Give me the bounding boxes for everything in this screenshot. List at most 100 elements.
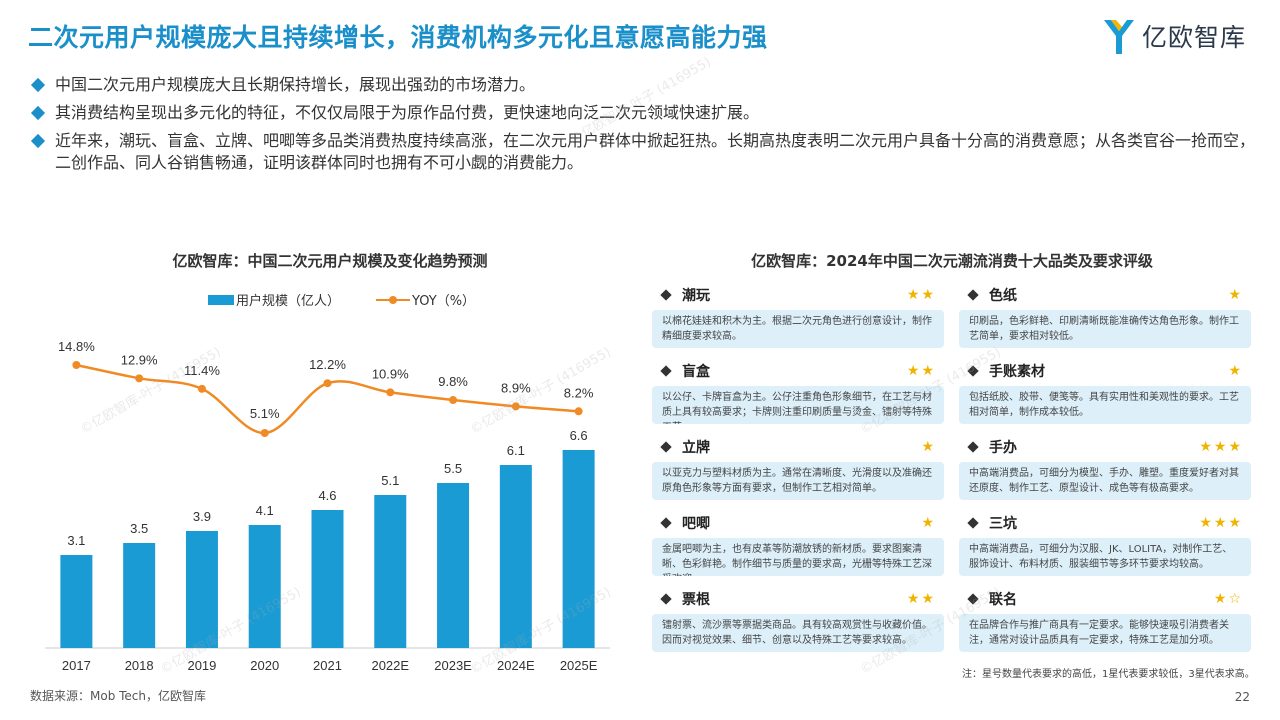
x-tick-label: 2019 <box>187 658 216 673</box>
bar <box>311 510 344 648</box>
yoy-value-label: 8.9% <box>501 380 531 395</box>
category-description: 镭射票、流沙票等票据类商品。具有较高观赏性与收藏价值。因而对视觉效果、细节、创意… <box>652 614 944 652</box>
bullet-text: 近年来，潮玩、盲盒、立牌、吧唧等多品类消费热度持续高涨，在二次元用户群体中掀起狂… <box>55 131 1256 172</box>
category-card: 三坑 ★ ★ ★ 中高端消费品，可细分为汉服、JK、LOLITA，对制作工艺、服饰设计、… <box>959 512 1251 582</box>
bullet-text: 其消费结构呈现出多元化的特征，不仅仅局限于为原作品付费，更快速地向泛二次元领域快… <box>55 103 760 122</box>
bar-value-label: 6.1 <box>507 443 525 458</box>
data-source: 数据来源：Mob Tech，亿欧智库 <box>30 689 207 703</box>
star-icon: ★ <box>921 515 934 531</box>
star-icon: ★ <box>921 591 934 607</box>
chart-legend: 用户规模（亿人） YOY（%） <box>208 290 475 309</box>
category-name: 票根 <box>682 592 710 608</box>
bar <box>123 543 156 648</box>
category-header: 色纸 ★ <box>959 284 1251 306</box>
yoy-point <box>511 402 520 411</box>
yoy-point <box>323 379 332 388</box>
yoy-point <box>135 374 144 383</box>
star-rating: ★ <box>1228 364 1241 378</box>
bar <box>562 450 595 648</box>
bar-value-label: 4.1 <box>256 503 274 518</box>
diamond-icon <box>967 365 979 377</box>
bullet-text: 中国二次元用户规模庞大且长期保持增长，展现出强劲的市场潜力。 <box>55 75 536 94</box>
category-name: 色纸 <box>989 288 1017 304</box>
category-header: 联名 ★ ☆ <box>959 588 1251 610</box>
diamond-icon <box>660 289 672 301</box>
yoy-point <box>574 407 583 416</box>
category-name: 手办 <box>989 440 1017 456</box>
star-icon: ★ <box>1228 287 1241 303</box>
star-icon: ★ <box>1199 515 1212 531</box>
diamond-icon <box>967 441 979 453</box>
bar <box>185 531 218 648</box>
star-icon: ★ <box>1228 515 1241 531</box>
bar-value-label: 3.9 <box>193 509 211 524</box>
yoy-point <box>386 388 395 397</box>
star-icon: ★ <box>921 287 934 303</box>
category-header: 手账素材 ★ <box>959 360 1251 382</box>
category-card: 色纸 ★ 印刷品，色彩鲜艳、印刷清晰既能准确传达角色形象。制作工艺简单，要求相对较低… <box>959 284 1251 354</box>
category-name: 立牌 <box>682 440 710 456</box>
category-header: 票根 ★ ★ <box>652 588 944 610</box>
logo-icon <box>1103 20 1134 54</box>
star-icon: ★ <box>906 287 920 303</box>
star-icon: ★ <box>1228 363 1241 379</box>
yoy-value-label: 12.9% <box>121 352 158 367</box>
bar-value-label: 5.5 <box>444 461 462 476</box>
legend-bar-swatch <box>208 294 234 305</box>
star-rating: ★ ☆ <box>1214 592 1241 606</box>
page-title: 二次元用户规模庞大且持续增长，消费机构多元化且意愿高能力强 <box>28 23 768 52</box>
category-name: 手账素材 <box>989 364 1045 380</box>
category-header: 立牌 ★ <box>652 436 944 458</box>
star-rating: ★ <box>1228 288 1241 302</box>
star-icon: ★ <box>921 439 934 455</box>
rating-note: 注：星号数量代表要求的高低，1星代表要求较低，3星代表求高。 <box>962 669 1255 680</box>
star-icon: ★ <box>906 591 920 607</box>
yoy-point <box>449 396 458 405</box>
bar-value-label: 6.6 <box>570 428 588 443</box>
star-rating: ★ ★ <box>907 364 934 378</box>
yoy-value-label: 10.9% <box>372 366 409 381</box>
category-description: 印刷品，色彩鲜艳、印刷清晰既能准确传达角色形象。制作工艺简单，要求相对较低。 <box>959 310 1251 348</box>
star-icon: ★ <box>906 363 920 379</box>
category-card: 吧唧 ★ 金属吧唧为主，也有皮革等防潮放锈的新材质。要求图案清晰、色彩鲜艳。制作细节… <box>652 512 944 582</box>
category-card: 手账素材 ★ 包括纸胶、胶带、便笺等。具有实用性和美观性的要求。工艺相对简单，制作成… <box>959 360 1251 430</box>
yoy-value-label: 9.8% <box>438 374 468 389</box>
user-scale-chart: 3.1 2017 3.5 2018 3.9 2019 4.1 2020 4.6 2021 5.1 20… <box>45 339 610 673</box>
diamond-icon <box>660 365 672 377</box>
category-name: 联名 <box>989 592 1017 608</box>
diamond-icon <box>660 517 672 529</box>
bar-value-label: 5.1 <box>381 473 399 488</box>
category-card: 立牌 ★ 以亚克力与塑料材质为主。通常在清晰度、光滑度以及准确还原角色形象等方面有要… <box>652 436 944 506</box>
star-outline-icon: ☆ <box>1228 591 1241 607</box>
star-icon: ★ <box>1213 591 1227 607</box>
diamond-icon <box>967 517 979 529</box>
yoy-value-label: 14.8% <box>58 339 95 354</box>
star-icon: ★ <box>1213 439 1227 455</box>
yoy-value-label: 5.1% <box>250 406 280 421</box>
star-icon: ★ <box>1199 439 1212 455</box>
yoy-line <box>76 363 579 435</box>
star-rating: ★ ★ ★ <box>1199 516 1241 530</box>
category-description: 在品牌合作与推广商具有一定要求。能够快速吸引消费者关注，通常对设计品质具有一定要… <box>959 614 1251 652</box>
yoy-point <box>72 361 81 369</box>
page-number: 22 <box>1234 690 1250 704</box>
category-card: 联名 ★ ☆ 在品牌合作与推广商具有一定要求。能够快速吸引消费者关注，通常对设计品质具… <box>959 588 1251 658</box>
yoy-value-label: 11.4% <box>184 363 220 378</box>
bullet-item: 中国二次元用户规模庞大且长期保持增长，展现出强劲的市场潜力。 <box>30 74 1265 96</box>
category-description: 以公仔、卡牌盲盒为主。公仔注重角色形象细节，在工艺与材质上具有较高要求；卡牌则注… <box>652 386 944 424</box>
category-name: 盲盒 <box>682 364 710 380</box>
category-header: 三坑 ★ ★ ★ <box>959 512 1251 534</box>
legend-line-swatch <box>376 295 411 304</box>
diamond-icon <box>660 593 672 605</box>
star-rating: ★ <box>921 516 934 530</box>
category-card: 潮玩 ★ ★ 以棉花娃娃和积木为主。根据二次元角色进行创意设计，制作精细度要求较高。 <box>652 284 944 354</box>
bar-value-label: 3.1 <box>67 533 85 548</box>
x-tick-label: 2022E <box>371 658 409 673</box>
x-tick-label: 2020 <box>250 658 279 673</box>
category-card: 票根 ★ ★ 镭射票、流沙票等票据类商品。具有较高观赏性与收藏价值。因而对视觉效果、细… <box>652 588 944 658</box>
legend-bar-label: 用户规模（亿人） <box>236 294 341 309</box>
bar-value-label: 3.5 <box>130 521 148 536</box>
category-header: 盲盒 ★ ★ <box>652 360 944 382</box>
bullet-item: 其消费结构呈现出多元化的特征，不仅仅局限于为原作品付费，更快速地向泛二次元领域快… <box>30 102 1265 124</box>
star-rating: ★ <box>921 440 934 454</box>
